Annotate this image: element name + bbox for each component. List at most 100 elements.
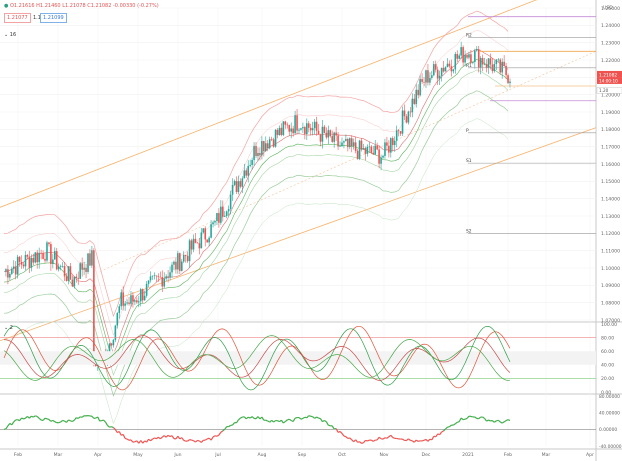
price-tick-label: 1.25000 (601, 6, 620, 12)
macd-segment (488, 419, 491, 422)
candle-body (204, 228, 207, 240)
osc-label[interactable]: ⌄ 2 (4, 325, 13, 331)
candle-body (34, 252, 37, 263)
macd-segment (126, 438, 130, 441)
candle-body (313, 121, 316, 129)
macd-segment (62, 419, 65, 422)
macd-segment (35, 415, 38, 418)
candle-body (16, 256, 19, 275)
candle-body (274, 129, 277, 147)
indicator-label[interactable]: ⌄ 16 (4, 32, 16, 38)
candle-body (42, 253, 44, 259)
price-tick-label: 1.12000 (601, 231, 620, 237)
symbol-dot-icon: ● (4, 3, 9, 9)
macd-segment (81, 415, 85, 418)
candle-body (407, 111, 410, 123)
macd-segment (70, 420, 73, 423)
macd-segment (370, 439, 374, 442)
candle-body (386, 142, 388, 146)
candle-body (182, 254, 185, 262)
candle-body (216, 213, 218, 222)
macd-segment (474, 416, 478, 419)
candle-body (323, 126, 326, 133)
macd-segment (132, 441, 136, 443)
price-tick-label: 1.20000 (601, 92, 620, 98)
macd-segment (238, 417, 241, 421)
macd-segment (222, 428, 226, 432)
time-tick-label: Nov (380, 452, 389, 458)
macd-segment (44, 417, 48, 420)
candle-body (14, 266, 17, 275)
candle-body (284, 121, 287, 125)
macd-segment (316, 416, 319, 419)
macd-segment (36, 415, 40, 419)
macd-segment (19, 417, 23, 422)
candle-body (38, 252, 40, 263)
macd-segment (355, 439, 359, 443)
candle-body (212, 222, 214, 225)
macd-segment (17, 419, 20, 422)
candle-body (134, 300, 136, 302)
macd-segment (367, 439, 370, 442)
candle-body (431, 75, 433, 78)
candle-body (194, 238, 197, 243)
candle-body (167, 276, 169, 278)
macd-segment (431, 435, 435, 441)
candle-body (153, 275, 156, 277)
macd-segment (114, 429, 118, 433)
macd-segment (77, 416, 81, 419)
macd-segment (284, 419, 288, 423)
macd-segment (206, 437, 210, 440)
candle-body (257, 153, 259, 157)
candle-body (130, 295, 132, 304)
candle-body (300, 128, 302, 130)
candle-body (138, 301, 140, 303)
candle-body (423, 81, 425, 83)
candle-body (24, 255, 27, 267)
collapse-chevron-icon[interactable]: ⌄ (4, 32, 9, 38)
candle-body (124, 303, 126, 306)
candle-body (489, 58, 492, 65)
macd-segment (58, 421, 61, 424)
macd-segment (435, 433, 439, 438)
candle-body (52, 259, 54, 264)
candle-body (399, 131, 402, 134)
macd-segment (314, 416, 317, 419)
macd-segment (411, 440, 415, 443)
macd-segment (302, 416, 306, 419)
macd-segment (482, 416, 485, 419)
macd-segment (333, 427, 337, 430)
candle-body (421, 79, 423, 82)
macd-tick-label: 0.00000 (599, 427, 617, 433)
candle-body (374, 145, 376, 155)
macd-segment (156, 436, 159, 440)
macd-tick-label: 80.00000 (599, 394, 620, 400)
candle-body (220, 206, 222, 223)
macd-segment (130, 439, 134, 443)
time-tick-label: Feb (14, 452, 22, 458)
candle-body (272, 139, 275, 147)
collapse-chevron-icon[interactable]: ⌄ (4, 325, 9, 331)
macd-segment (341, 433, 345, 437)
candle-body (169, 272, 171, 278)
macd-segment (337, 430, 341, 433)
time-tick-label: 2021 (462, 452, 474, 458)
osc-tick-label: 40.00 (601, 363, 614, 369)
candle-body (433, 64, 435, 76)
macd-segment (163, 435, 167, 438)
macd-segment (306, 415, 310, 419)
candle-body (136, 300, 138, 303)
candle-body (171, 264, 173, 273)
osc-line-red (3, 325, 511, 391)
candle-body (268, 139, 271, 149)
macd-segment (105, 421, 109, 426)
candle-body (179, 253, 181, 271)
price-left-box[interactable]: 1.21077 (4, 13, 31, 23)
price-right-box[interactable]: 1.21099 (40, 13, 67, 23)
candle-body (149, 276, 152, 281)
time-tick-label: Apr (94, 452, 102, 458)
macd-segment (191, 439, 194, 442)
candle-body (390, 138, 392, 153)
candle-body (403, 110, 406, 117)
